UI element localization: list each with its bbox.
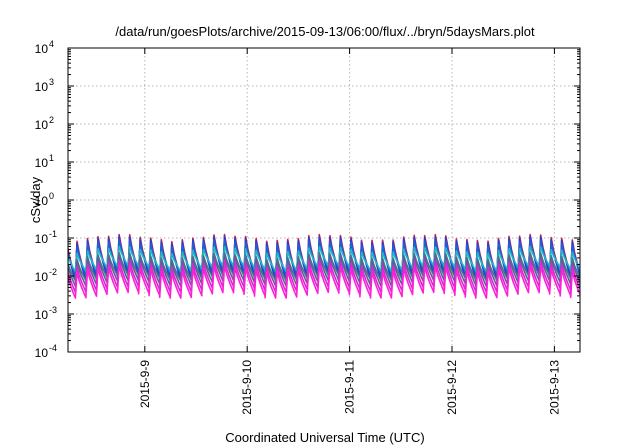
y-tick-exponent: 2 <box>49 115 54 125</box>
y-tick-base: 10 <box>35 156 49 170</box>
y-tick-base: 10 <box>35 42 49 56</box>
y-tick-exponent: -3 <box>49 305 57 315</box>
plot-frame <box>67 47 581 353</box>
grid-lines <box>68 48 580 352</box>
y-tick-base: 10 <box>35 308 49 322</box>
series-line-8 <box>68 264 580 299</box>
y-tick-exponent: 4 <box>49 39 54 49</box>
y-tick-label: 10 <box>35 42 49 56</box>
y-tick-label: 10 <box>35 270 49 284</box>
y-tick-exponent: -1 <box>49 229 57 239</box>
y-tick-base: 10 <box>35 232 49 246</box>
y-tick-label: 10 <box>35 80 49 94</box>
y-tick-label: 10 <box>35 232 49 246</box>
y-tick-exponent: 3 <box>49 77 54 87</box>
y-tick-exponent: -2 <box>49 267 57 277</box>
series-group <box>68 233 580 299</box>
y-tick-exponent: 0 <box>49 191 54 201</box>
x-tick-label: 2015-9-10 <box>240 360 254 415</box>
y-tick-base: 10 <box>35 270 49 284</box>
y-tick-base: 10 <box>35 194 49 208</box>
y-tick-label: 10 <box>35 156 49 170</box>
y-axis-label: cSv/day <box>28 176 43 223</box>
chart-title: /data/run/goesPlots/archive/2015-09-13/0… <box>115 24 535 39</box>
x-axis-label: Coordinated Universal Time (UTC) <box>225 430 424 445</box>
x-tick-label: 2015-9-11 <box>343 360 357 414</box>
y-tick-base: 10 <box>35 346 49 360</box>
y-tick-label: 10 <box>35 346 49 360</box>
y-tick-base: 10 <box>35 80 49 94</box>
y-tick-exponent: -4 <box>49 343 57 353</box>
y-tick-label: 10 <box>35 308 49 322</box>
y-tick-label: 10 <box>35 118 49 132</box>
y-tick-base: 10 <box>35 118 49 132</box>
x-tick-label: 2015-9-13 <box>547 360 561 415</box>
y-tick-label: 10 <box>35 194 49 208</box>
x-tick-label: 2015-9-12 <box>445 360 459 415</box>
x-tick-label: 2015-9-9 <box>138 360 152 408</box>
y-tick-exponent: 1 <box>49 153 54 163</box>
